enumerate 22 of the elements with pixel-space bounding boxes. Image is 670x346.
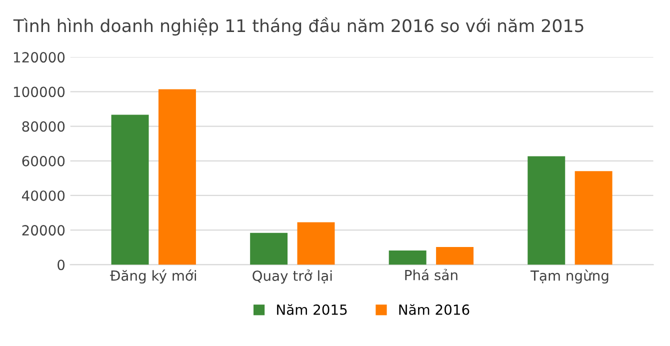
bar: [297, 222, 335, 265]
bar: [250, 232, 288, 265]
bar: [388, 250, 426, 265]
y-tick-label: 20000: [22, 225, 65, 236]
bar: [111, 114, 149, 265]
y-tick-label: 80000: [22, 121, 65, 132]
bar: [528, 156, 566, 265]
bar: [158, 89, 196, 265]
bar: [574, 171, 612, 265]
x-tick-label: Đăng ký mới: [110, 270, 196, 284]
x-tick-label: Tạm ngừng: [530, 270, 608, 284]
legend-label: Năm 2016: [399, 304, 470, 315]
y-tick-label: 0: [58, 260, 65, 270]
x-tick-label: Phá sản: [405, 268, 458, 280]
y-tick-label: 60000: [22, 156, 65, 166]
chart-title: Tình hình doanh nghiệp 11 tháng đầu năm 2016 so với năm 2015: [13, 17, 584, 36]
legend-label: Năm 2015: [277, 304, 347, 315]
x-tick-label: Quay trở lại: [252, 270, 332, 284]
y-tick-label: 40000: [22, 190, 65, 201]
y-tick-label: 100000: [14, 86, 65, 98]
bar: [436, 247, 474, 265]
y-tick-label: 120000: [14, 52, 65, 63]
